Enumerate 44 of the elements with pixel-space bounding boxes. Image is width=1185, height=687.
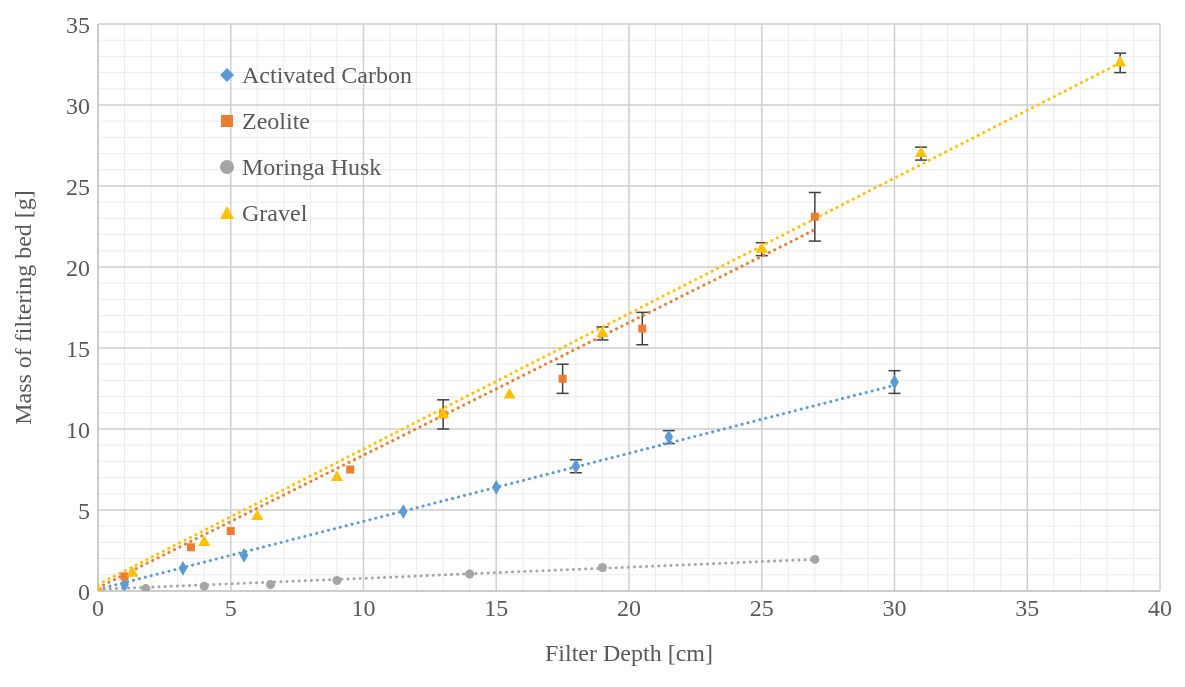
x-tick-label: 15 [484, 595, 509, 622]
x-tick-label: 5 [224, 595, 237, 622]
x-tick-label: 20 [617, 595, 641, 622]
point [558, 374, 567, 383]
y-tick-label: 20 [66, 254, 90, 281]
point [638, 324, 647, 333]
point [465, 569, 475, 579]
x-tick-label: 25 [749, 595, 774, 622]
point [141, 584, 151, 591]
y-tick-label: 10 [66, 416, 90, 443]
legend-label: Activated Carbon [242, 61, 412, 90]
point [755, 242, 768, 253]
point [330, 470, 344, 482]
point [332, 575, 342, 585]
point [1114, 55, 1127, 67]
legend-label: Gravel [242, 199, 308, 228]
y-tick-label: 35 [66, 11, 90, 38]
point [596, 326, 609, 337]
point [199, 581, 209, 591]
legend-label: Zeolite [242, 107, 310, 136]
point [226, 527, 235, 536]
x-tick-label: 35 [1015, 595, 1040, 622]
point [120, 572, 129, 581]
y-tick-label: 15 [66, 335, 90, 362]
point [251, 509, 264, 520]
y-tick-label: 5 [78, 497, 90, 524]
point [810, 212, 819, 221]
y-tick-label: 30 [66, 92, 90, 119]
point [126, 566, 139, 577]
x-tick-label: 10 [351, 595, 376, 622]
x-tick-label: 30 [882, 595, 907, 622]
point [503, 387, 516, 399]
y-axis-title: Mass of filtering bed [g] [9, 190, 36, 425]
point [597, 563, 607, 573]
y-tick-label: 0 [78, 578, 90, 605]
point [810, 554, 820, 564]
x-axis-title: Filter Depth [cm] [545, 640, 713, 666]
point [198, 535, 211, 546]
point [186, 543, 195, 552]
point [266, 580, 276, 590]
legend-label: Moringa Husk [242, 153, 382, 182]
x-tick-label: 40 [1148, 595, 1172, 622]
point [346, 465, 355, 474]
y-tick-label: 25 [66, 173, 90, 200]
